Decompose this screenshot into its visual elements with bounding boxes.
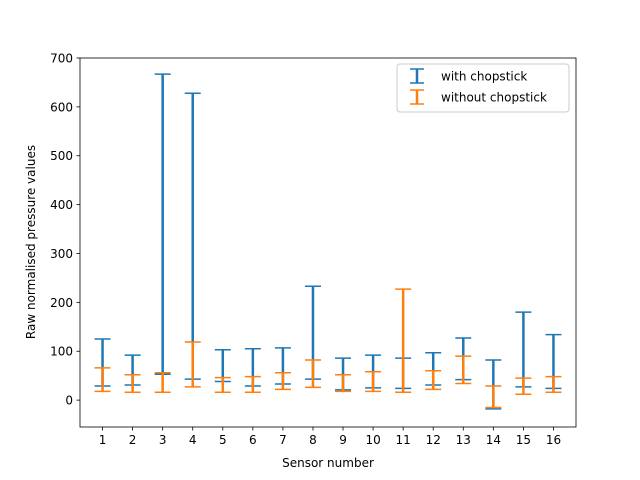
x-tick-label: 6 <box>249 433 257 447</box>
x-tick-label: 11 <box>396 433 411 447</box>
x-tick-label: 12 <box>426 433 441 447</box>
y-tick-label: 0 <box>65 394 73 408</box>
y-tick-label: 200 <box>50 296 73 310</box>
x-tick-label: 9 <box>339 433 347 447</box>
plot-area <box>80 58 576 427</box>
legend: with chopstick without chopstick <box>396 63 570 113</box>
y-tick-label: 100 <box>50 345 73 359</box>
legend-label: with chopstick <box>441 70 527 84</box>
x-tick-label: 1 <box>99 433 107 447</box>
x-tick-label: 10 <box>365 433 380 447</box>
legend-box <box>396 63 570 113</box>
y-tick-label: 700 <box>50 52 73 66</box>
x-tick-label: 14 <box>486 433 501 447</box>
legend-item: without chopstick <box>410 89 547 105</box>
plot-background <box>80 58 576 427</box>
x-tick-label: 4 <box>189 433 197 447</box>
plot-frame <box>79 57 577 428</box>
y-tick-label: 600 <box>50 100 73 114</box>
y-tick-label: 500 <box>50 149 73 163</box>
x-tick-label: 13 <box>456 433 471 447</box>
series-without-chopstick <box>94 288 562 409</box>
y-tick-label: 400 <box>50 198 73 212</box>
x-tick-label: 3 <box>159 433 167 447</box>
x-tick-label: 7 <box>279 433 287 447</box>
x-tick-label: 2 <box>129 433 137 447</box>
y-axis-label: Raw normalised pressure values <box>24 145 38 339</box>
error-bar-series <box>94 73 562 410</box>
x-axis-label: Sensor number <box>282 456 374 470</box>
x-tick-label: 16 <box>546 433 561 447</box>
x-tick-label: 5 <box>219 433 227 447</box>
legend-label: without chopstick <box>441 91 547 105</box>
axes: 1 2 3 4 5 6 7 8 9 10 11 12 13 14 15 1601002003004005006… <box>50 52 577 447</box>
y-tick-label: 300 <box>50 247 73 261</box>
legend-item: with chopstick <box>410 68 527 84</box>
x-tick-label: 8 <box>309 433 317 447</box>
x-tick-label: 15 <box>516 433 531 447</box>
